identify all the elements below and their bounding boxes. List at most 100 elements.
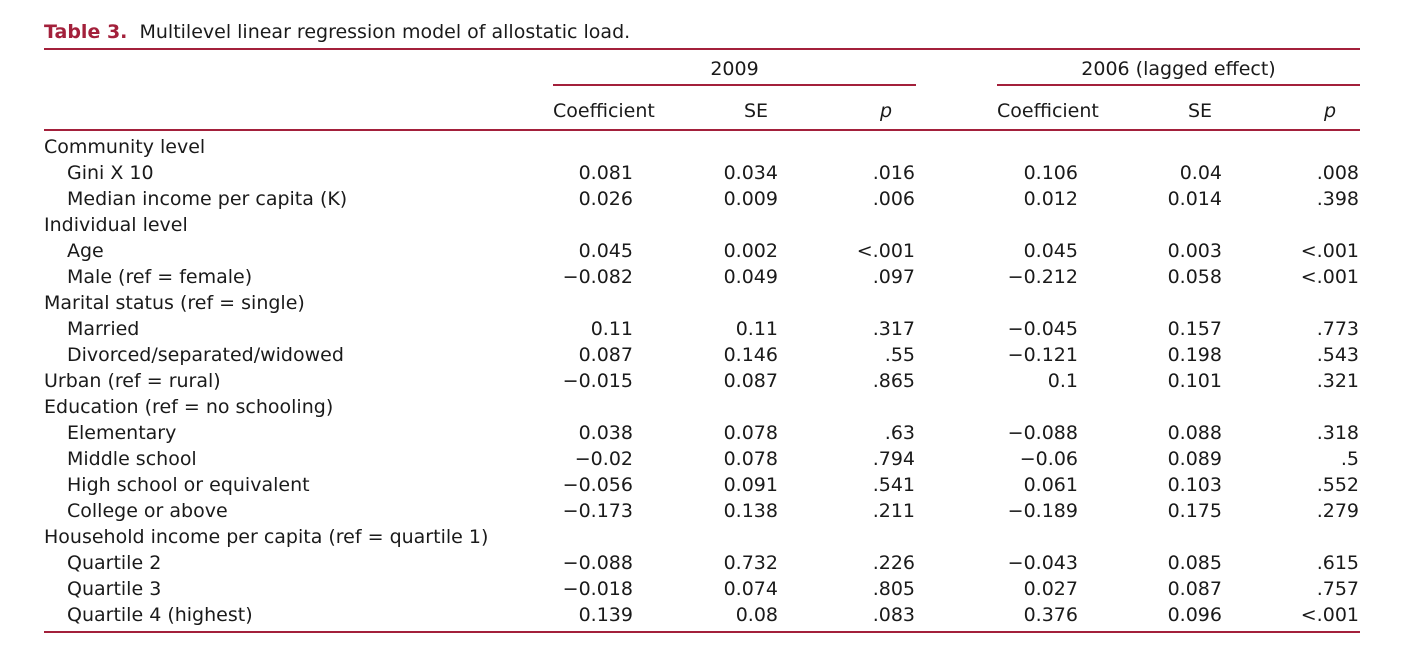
cell-p-value-2009: .805 (872, 578, 915, 600)
group-rule-2009 (553, 84, 916, 86)
cell-se-2009: 0.074 (723, 578, 778, 600)
cell-se-2006: 0.096 (1167, 604, 1222, 626)
cell-coefficient-2006: −0.045 (1007, 318, 1078, 340)
cell-se-2006: 0.04 (1179, 162, 1222, 184)
top-rule (44, 48, 1360, 50)
cell-p-value-2009: .016 (872, 162, 915, 184)
cell-se-2009: 0.049 (723, 266, 778, 288)
cell-se-2009: 0.138 (723, 500, 778, 522)
row-label: Middle school (67, 448, 197, 470)
row-label: Quartile 2 (67, 552, 162, 574)
cell-p-value-2006: .279 (1316, 500, 1359, 522)
cell-se-2009: 0.009 (723, 188, 778, 210)
cell-se-2009: 0.08 (735, 604, 778, 626)
cell-p-value-2009: .226 (872, 552, 915, 574)
cell-coefficient-2009: −0.02 (574, 448, 633, 470)
col-header-coefficient-2006: Coefficient (997, 100, 1099, 122)
cell-p-value-2006: .5 (1340, 448, 1359, 470)
row-group-label: Urban (ref = rural) (44, 370, 221, 392)
row-group-label: Marital status (ref = single) (44, 292, 305, 314)
cell-p-value-2009: .865 (872, 370, 915, 392)
table-caption: Table 3. Multilevel linear regression mo… (44, 19, 630, 45)
cell-coefficient-2006: −0.088 (1007, 422, 1078, 444)
cell-se-2006: 0.003 (1167, 240, 1222, 262)
row-label: High school or equivalent (67, 474, 310, 496)
cell-se-2006: 0.175 (1167, 500, 1222, 522)
cell-p-value-2006: <.001 (1300, 240, 1359, 262)
cell-coefficient-2006: 0.027 (1023, 578, 1078, 600)
table-row: Education (ref = no schooling) (0, 394, 1407, 420)
col-header-coefficient-2009: Coefficient (553, 100, 655, 122)
cell-se-2009: 0.732 (723, 552, 778, 574)
cell-p-value-2006: .318 (1316, 422, 1359, 444)
cell-se-2009: 0.078 (723, 422, 778, 444)
row-label: Median income per capita (K) (67, 188, 348, 210)
cell-se-2006: 0.103 (1167, 474, 1222, 496)
cell-p-value-2009: .006 (872, 188, 915, 210)
header-rule (44, 129, 1360, 131)
cell-p-value-2009: .63 (884, 422, 915, 444)
table-row: Quartile 3 −0.018 0.074 .805 0.027 0.087 .757 (0, 576, 1407, 602)
table-row: Household income per capita (ref = quart… (0, 524, 1407, 550)
row-label: Quartile 3 (67, 578, 162, 600)
cell-coefficient-2009: −0.056 (562, 474, 633, 496)
row-label: Quartile 4 (highest) (67, 604, 253, 626)
cell-se-2006: 0.157 (1167, 318, 1222, 340)
cell-p-value-2009: .083 (872, 604, 915, 626)
cell-p-value-2006: .757 (1316, 578, 1359, 600)
group-rule-2006 (997, 84, 1360, 86)
cell-se-2006: 0.198 (1167, 344, 1222, 366)
cell-coefficient-2006: 0.061 (1023, 474, 1078, 496)
table-row: Urban (ref = rural) −0.015 0.087 .865 0.1 0.1… (0, 368, 1407, 394)
row-group-label: Community level (44, 136, 206, 158)
cell-coefficient-2009: −0.082 (562, 266, 633, 288)
cell-p-value-2006: .615 (1316, 552, 1359, 574)
group-header-2006: 2006 (lagged effect) (1081, 58, 1276, 80)
cell-se-2006: 0.087 (1167, 578, 1222, 600)
row-label: Elementary (67, 422, 177, 444)
cell-coefficient-2006: 0.045 (1023, 240, 1078, 262)
cell-coefficient-2009: −0.088 (562, 552, 633, 574)
col-header-se-2009: SE (744, 100, 769, 122)
row-label: Gini X 10 (67, 162, 154, 184)
table-title: Multilevel linear regression model of al… (139, 21, 631, 43)
cell-p-value-2006: .773 (1316, 318, 1359, 340)
cell-coefficient-2009: −0.018 (562, 578, 633, 600)
cell-se-2006: 0.089 (1167, 448, 1222, 470)
cell-coefficient-2006: 0.012 (1023, 188, 1078, 210)
table-row: College or above −0.173 0.138 .211 −0.189 0.1… (0, 498, 1407, 524)
cell-p-value-2009: .211 (872, 500, 915, 522)
cell-p-value-2006: .398 (1316, 188, 1359, 210)
row-group-label: Household income per capita (ref = quart… (44, 526, 489, 548)
cell-se-2009: 0.034 (723, 162, 778, 184)
cell-p-value-2009: .317 (872, 318, 915, 340)
cell-se-2009: 0.078 (723, 448, 778, 470)
cell-coefficient-2006: −0.121 (1007, 344, 1078, 366)
cell-se-2006: 0.085 (1167, 552, 1222, 574)
cell-se-2009: 0.087 (723, 370, 778, 392)
cell-p-value-2006: .552 (1316, 474, 1359, 496)
cell-coefficient-2009: 0.038 (578, 422, 633, 444)
cell-p-value-2006: .008 (1316, 162, 1359, 184)
cell-coefficient-2009: −0.015 (562, 370, 633, 392)
cell-coefficient-2009: 0.11 (590, 318, 633, 340)
cell-coefficient-2006: 0.376 (1023, 604, 1078, 626)
col-header-p-2009: p (880, 100, 893, 122)
group-header-2009: 2009 (710, 58, 759, 80)
row-label: Divorced/separated/widowed (67, 344, 344, 366)
table-row: High school or equivalent −0.056 0.091 .541… (0, 472, 1407, 498)
cell-p-value-2009: .541 (872, 474, 915, 496)
cell-p-value-2006: <.001 (1300, 266, 1359, 288)
row-label: Married (67, 318, 140, 340)
cell-se-2009: 0.146 (723, 344, 778, 366)
table-row: Marital status (ref = single) (0, 290, 1407, 316)
row-label: Age (67, 240, 104, 262)
table-row: Male (ref = female) −0.082 0.049 .097 −0.212… (0, 264, 1407, 290)
cell-coefficient-2009: 0.045 (578, 240, 633, 262)
table-row: Middle school −0.02 0.078 .794 −0.06 0.089 .5 (0, 446, 1407, 472)
table-row: Median income per capita (K) 0.026 0.009 .0… (0, 186, 1407, 212)
table-row: Gini X 10 0.081 0.034 .016 0.106 0.04 .008 (0, 160, 1407, 186)
cell-se-2009: 0.002 (723, 240, 778, 262)
col-header-se-2006: SE (1188, 100, 1213, 122)
row-label: Male (ref = female) (67, 266, 253, 288)
